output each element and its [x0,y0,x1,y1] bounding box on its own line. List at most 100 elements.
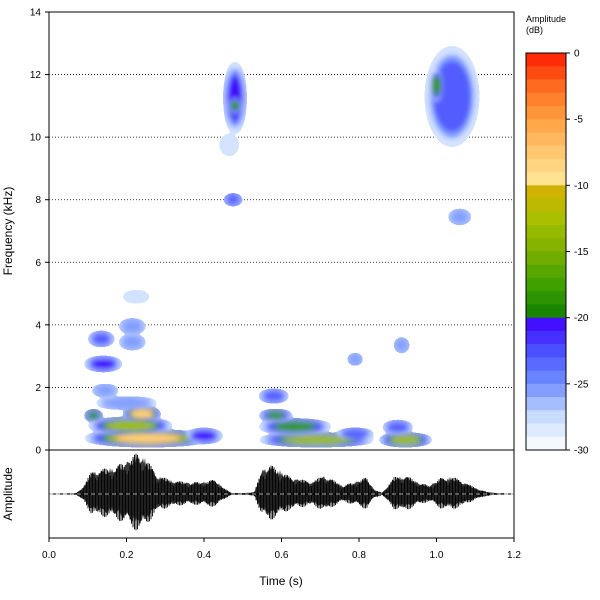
spectrogram-region [97,398,156,408]
waveform-panel: 0.0 0.2 0.4 0.6 0.8 1.0 1.2 Amplitude Time (s) [1,449,521,588]
colorbar-band [526,211,566,226]
colorbar-band [526,132,566,147]
y-tick-label: 0 [35,446,41,457]
colorbar-band [526,397,566,411]
colorbar-band [526,383,566,398]
frequency-axis-title: Frequency (kHz) [1,187,15,276]
region-contour [387,423,409,432]
spectrogram-region [85,410,102,421]
y-tick-label: 10 [30,133,42,144]
colorbar-tick-label: -15 [574,247,589,258]
spectrogram-region [120,335,144,349]
x-tick-label: 0.2 [120,550,134,561]
region-contour [131,410,153,419]
colorbar-band [526,172,566,186]
y-tick-label: 6 [35,258,41,269]
region-contour [433,61,471,132]
region-contour [116,434,180,443]
region-contour [391,436,420,444]
colorbar-tick-label: -30 [574,446,589,457]
time-axis-ticks: 0.0 0.2 0.4 0.6 0.8 1.0 1.2 [42,538,521,561]
region-contour [106,421,154,431]
region-contour [101,398,152,408]
colorbar-band [526,277,566,292]
spectrogram-region [395,339,408,352]
spectrogram-region [186,429,222,443]
colorbar-tick-label: -20 [574,313,589,324]
spectrogram-region [225,63,245,133]
x-tick-label: 0.6 [275,550,289,561]
region-contour [341,430,369,439]
region-contour [221,135,237,155]
colorbar-ticks: 0 -5 -10 -15 -20 -25 -30 [566,49,589,457]
region-contour [432,75,441,96]
colorbar-band [526,145,566,160]
colorbar-band [526,317,566,332]
spectrogram-region [260,410,292,421]
spectrogram-region [337,429,373,439]
colorbar-tick-label: -25 [574,379,589,390]
region-contour [230,100,240,111]
y-tick-label: 14 [30,8,42,19]
region-contour [263,391,285,401]
spectrogram-region [384,421,412,433]
spectrogram-region [349,354,361,364]
region-contour [121,320,143,332]
spectrogram-region [260,390,288,402]
region-contour [226,195,240,204]
region-contour [92,334,111,344]
spectrogram-energy-regions [85,48,478,446]
region-contour [193,431,215,441]
spectrogram-region [89,332,113,346]
region-contour [273,422,317,431]
colorbar-band [526,79,566,94]
colorbar-band [526,53,566,67]
colorbar-band [526,185,566,199]
spectrogram-region [225,195,241,205]
amplitude-colorbar: Amplitude (dB) 0 -5 -10 -15 -20 -25 -30 [525,14,589,457]
region-contour [94,386,116,395]
region-contour [396,339,407,351]
x-tick-label: 0.8 [352,550,366,561]
x-tick-label: 1.2 [507,550,521,561]
region-contour [88,412,99,419]
colorbar-band [526,436,566,451]
colorbar-band [526,105,566,120]
spectrogram-region [93,385,117,396]
y-tick-label: 2 [35,383,41,394]
colorbar-band [526,291,566,305]
y-tick-label: 8 [35,195,41,206]
colorbar-band [526,66,566,80]
spectrogram-region [85,431,210,446]
colorbar-band [526,251,566,266]
x-tick-label: 1.0 [430,550,444,561]
x-tick-label: 0.4 [197,550,211,561]
colorbar-band [526,158,566,173]
colorbar-tick-label: 0 [574,49,580,60]
colorbar-band [526,119,566,133]
colorbar-band [526,225,566,239]
region-contour [91,359,115,369]
spectrogram-region [85,357,121,371]
colorbar-band [526,238,566,252]
colorbar-title-line2: (dB) [526,25,543,35]
colorbar-title-line1: Amplitude [526,14,566,24]
colorbar-band [526,370,566,385]
colorbar-tick-label: -5 [574,115,583,126]
region-contour [349,355,361,364]
colorbar-band [526,357,566,371]
colorbar-band [526,304,566,319]
x-tick-label: 0.0 [42,550,56,561]
spectrogram-region [89,418,172,433]
colorbar-bands [526,53,566,451]
region-contour [124,292,148,302]
colorbar-band [526,410,566,424]
spectrogram-region [380,434,431,446]
spectrogram-region [450,210,470,224]
colorbar-band [526,423,566,438]
colorbar-band [526,92,566,107]
region-contour [285,436,348,444]
waveform-trace [49,453,514,531]
y-tick-label: 12 [30,70,42,81]
